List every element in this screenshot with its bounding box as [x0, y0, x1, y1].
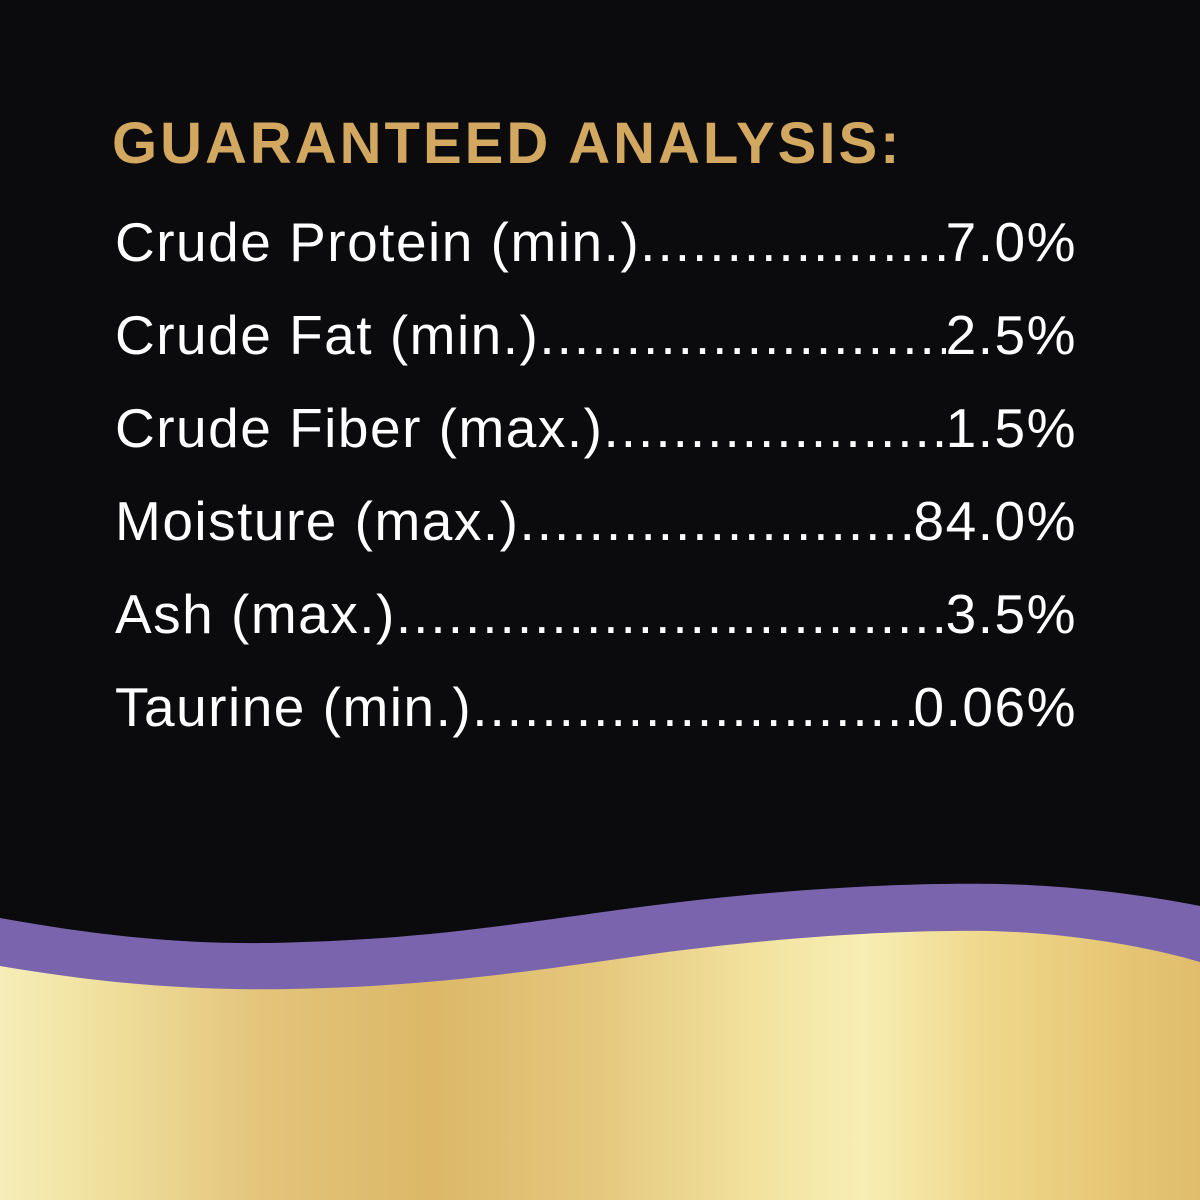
dot-leader: ........................................… [539, 308, 945, 363]
analysis-row-label: Ash (max.) [115, 583, 396, 645]
analysis-row-label: Crude Fat (min.) [115, 304, 540, 366]
analysis-table: Crude Protein (min.) ...................… [115, 215, 1077, 773]
dot-leader: ........................................… [472, 680, 913, 735]
analysis-row: Crude Fiber (max.) .....................… [115, 401, 1077, 456]
panel-title: GUARANTEED ANALYSIS: [112, 111, 903, 176]
analysis-row-value: 84.0% [913, 490, 1077, 552]
wave-decoration [0, 883, 1200, 1200]
analysis-row: Crude Protein (min.) ...................… [115, 215, 1077, 270]
analysis-row-label: Crude Protein (min.) [115, 211, 641, 273]
analysis-row-value: 2.5% [945, 304, 1077, 366]
dot-leader: ........................................… [519, 494, 914, 549]
analysis-row-value: 7.0% [945, 211, 1077, 273]
dot-leader: ........................................… [640, 215, 945, 270]
gold-wave-shape [0, 930, 1200, 1200]
analysis-row-value: 0.06% [913, 676, 1077, 738]
analysis-row-value: 1.5% [945, 397, 1077, 459]
analysis-row: Ash (max.) .............................… [115, 587, 1077, 642]
dot-leader: ........................................… [603, 401, 945, 456]
analysis-row-label: Crude Fiber (max.) [115, 397, 604, 459]
analysis-row-label: Taurine (min.) [115, 676, 473, 738]
analysis-row-label: Moisture (max.) [115, 490, 520, 552]
analysis-row: Moisture (max.) ........................… [115, 494, 1077, 549]
dot-leader: ........................................… [395, 587, 946, 642]
analysis-row-value: 3.5% [945, 583, 1077, 645]
analysis-row: Crude Fat (min.) .......................… [115, 308, 1077, 363]
analysis-row: Taurine (min.) .........................… [115, 680, 1077, 735]
